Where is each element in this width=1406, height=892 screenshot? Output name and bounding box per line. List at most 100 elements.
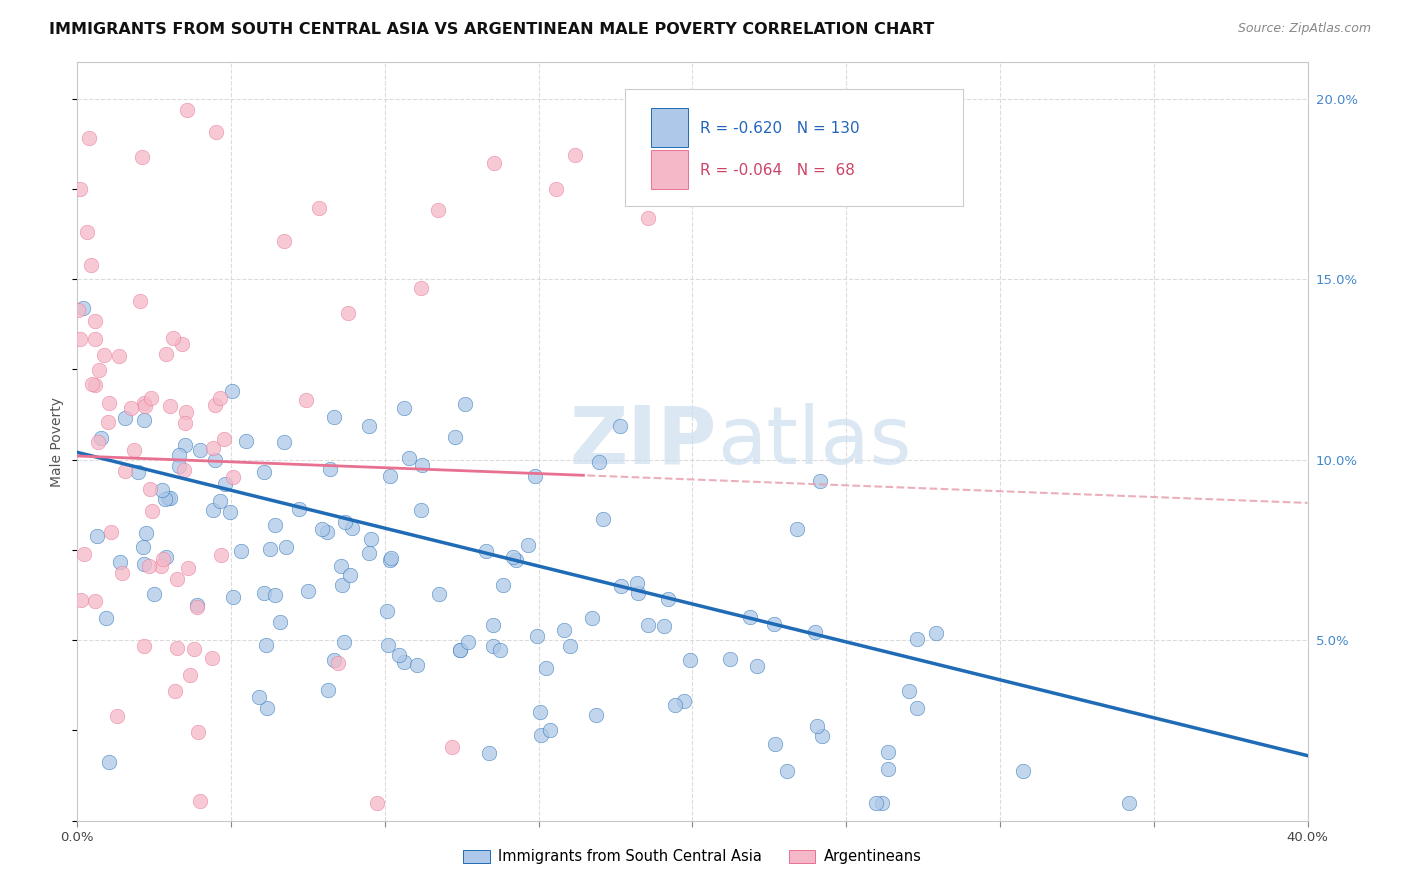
Point — [84, 20, 107, 34]
Point — [738, 609, 761, 624]
Point — [97, 755, 120, 769]
Point — [502, 550, 524, 565]
Point — [256, 700, 278, 714]
Point — [375, 604, 398, 618]
Point — [202, 503, 225, 517]
Point — [176, 103, 198, 117]
Point — [76, 225, 98, 239]
Point — [149, 559, 172, 574]
Point — [664, 698, 686, 712]
Point — [330, 578, 353, 592]
Point — [610, 579, 633, 593]
Point — [77, 131, 100, 145]
Point — [162, 331, 184, 345]
Point — [319, 462, 342, 476]
Point — [96, 611, 118, 625]
Point — [73, 547, 96, 561]
Point — [166, 572, 188, 586]
Point — [163, 683, 186, 698]
Point — [409, 503, 432, 517]
Point — [517, 538, 540, 552]
Y-axis label: Male Poverty: Male Poverty — [51, 397, 65, 486]
Point — [141, 503, 163, 517]
Point — [269, 615, 291, 629]
Point — [803, 625, 825, 640]
Point — [221, 384, 243, 398]
Point — [205, 125, 228, 139]
Point — [905, 632, 928, 647]
Point — [745, 659, 768, 673]
Point — [322, 410, 344, 425]
Point — [139, 391, 162, 405]
Point — [526, 630, 548, 644]
Point — [489, 643, 512, 657]
Point — [811, 729, 834, 743]
Point — [188, 442, 211, 457]
Point — [247, 690, 270, 705]
Point — [152, 552, 174, 566]
Point — [120, 401, 142, 415]
Point — [69, 332, 91, 346]
Point — [108, 349, 131, 363]
Point — [538, 723, 561, 737]
Point — [786, 522, 808, 536]
Point — [174, 416, 197, 430]
Point — [627, 585, 650, 599]
Point — [679, 653, 702, 667]
FancyBboxPatch shape — [624, 89, 963, 207]
Point — [524, 468, 547, 483]
Point — [443, 430, 465, 444]
Point — [159, 399, 181, 413]
Point — [457, 635, 479, 649]
Point — [585, 707, 607, 722]
Point — [150, 483, 173, 497]
Point — [295, 392, 318, 407]
Point — [478, 746, 501, 760]
Text: R = -0.064   N =  68: R = -0.064 N = 68 — [700, 162, 855, 178]
Point — [806, 719, 828, 733]
Point — [129, 294, 152, 309]
Point — [377, 638, 399, 652]
Point — [131, 541, 153, 555]
Point — [100, 20, 122, 34]
Point — [82, 377, 104, 392]
Point — [153, 492, 176, 507]
Point — [86, 529, 108, 543]
Point — [93, 348, 115, 362]
Point — [186, 600, 208, 615]
Point — [231, 544, 253, 558]
Point — [536, 661, 558, 675]
Point — [907, 700, 929, 714]
Point — [360, 532, 382, 546]
Point — [380, 468, 402, 483]
Point — [484, 155, 506, 169]
Text: atlas: atlas — [717, 402, 911, 481]
FancyBboxPatch shape — [651, 150, 688, 189]
Point — [297, 584, 319, 599]
Point — [253, 465, 276, 479]
Point — [529, 705, 551, 719]
Point — [336, 306, 359, 320]
Point — [411, 458, 433, 472]
Point — [329, 558, 352, 573]
Point — [114, 411, 136, 425]
Point — [204, 453, 226, 467]
Point — [288, 502, 311, 516]
Point — [762, 616, 785, 631]
Point — [454, 397, 477, 411]
Point — [132, 413, 155, 427]
Point — [135, 526, 157, 541]
Point — [218, 505, 240, 519]
Point — [174, 405, 197, 419]
Point — [718, 652, 741, 666]
Point — [808, 475, 831, 489]
Point — [870, 796, 893, 810]
FancyBboxPatch shape — [651, 108, 688, 147]
Point — [134, 396, 156, 410]
Point — [378, 552, 401, 566]
Point — [254, 638, 277, 652]
Point — [114, 464, 136, 478]
Point — [553, 623, 575, 637]
Point — [273, 234, 295, 248]
Point — [188, 794, 211, 808]
